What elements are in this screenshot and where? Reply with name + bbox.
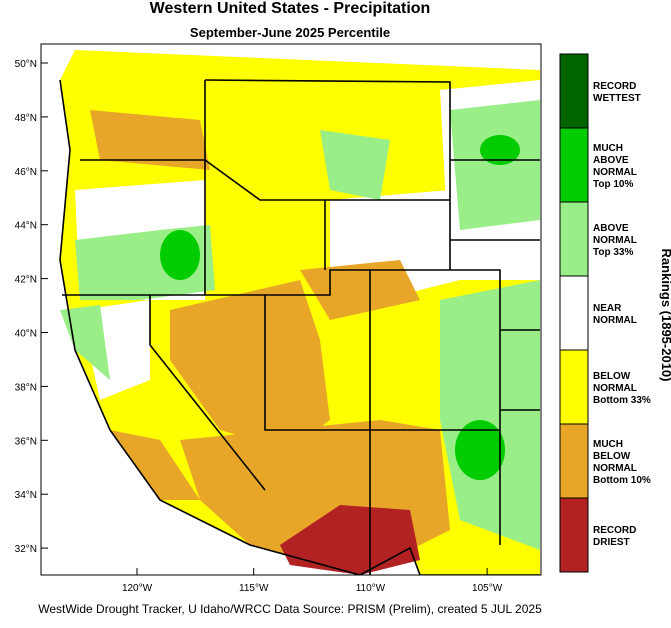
state-borders [59, 79, 540, 575]
lat-label: 40°N [15, 329, 37, 340]
much-below [110, 430, 200, 500]
much-above [455, 420, 505, 480]
lat-label: 46°N [15, 167, 37, 178]
lat-label: 44°N [15, 221, 37, 232]
lat-label: 42°N [15, 275, 37, 286]
legend-label: MUCH [593, 439, 623, 450]
legend-swatch [559, 423, 589, 499]
legend-swatch [559, 127, 589, 203]
legend-label: Bottom 10% [593, 475, 651, 486]
lon-label: 120°W [122, 583, 153, 594]
legend-swatch [559, 275, 589, 351]
legend-label: BELOW [593, 451, 631, 462]
legend-label: MUCH [593, 143, 623, 154]
legend-swatch [559, 53, 589, 129]
legend-label: RECORD [593, 81, 636, 92]
lat-label: 36°N [15, 436, 37, 447]
legend-swatch [559, 201, 589, 277]
above-normal [60, 305, 110, 380]
title: Western United States - Precipitation [150, 0, 431, 17]
above-normal [320, 130, 390, 200]
legend-label: NORMAL [593, 167, 637, 178]
lon-label: 115°W [239, 583, 269, 594]
legend-swatch [559, 497, 589, 573]
legend-label: NORMAL [593, 463, 637, 474]
lat-label: 48°N [15, 113, 37, 124]
legend-title: Rankings (1895-2010) [659, 249, 671, 382]
legend-label: WETTEST [593, 93, 641, 104]
map [41, 44, 541, 575]
legend-label: NORMAL [593, 235, 637, 246]
lat-label: 38°N [15, 382, 37, 393]
map-frame [40, 43, 542, 576]
subtitle: September-June 2025 Percentile [190, 25, 390, 40]
lat-label: 50°N [15, 59, 37, 70]
above-normal [440, 280, 540, 550]
lon-label: 105°W [472, 583, 503, 594]
lat-label: 34°N [15, 490, 37, 501]
legend-label: ABOVE [593, 155, 629, 166]
legend-label: RECORD [593, 525, 636, 536]
footer: WestWide Drought Tracker, U Idaho/WRCC D… [38, 602, 542, 616]
above-normal [450, 100, 540, 230]
record-driest [280, 505, 420, 575]
legend-label: Top 33% [593, 247, 633, 258]
legend-label: BELOW [593, 371, 631, 382]
legend-label: NORMAL [593, 315, 637, 326]
much-below [170, 280, 330, 450]
legend-label: NEAR [593, 303, 622, 314]
lat-label: 32°N [15, 544, 37, 555]
legend-swatch [559, 349, 589, 425]
much-above [480, 135, 520, 165]
legend-label: Bottom 33% [593, 395, 651, 406]
legend-label: DRIEST [593, 537, 630, 548]
lon-label: 110°W [356, 583, 386, 594]
much-above [160, 230, 200, 280]
legend-label: NORMAL [593, 383, 637, 394]
legend-label: ABOVE [593, 223, 629, 234]
legend-label: Top 10% [593, 179, 633, 190]
much-below [90, 110, 210, 170]
